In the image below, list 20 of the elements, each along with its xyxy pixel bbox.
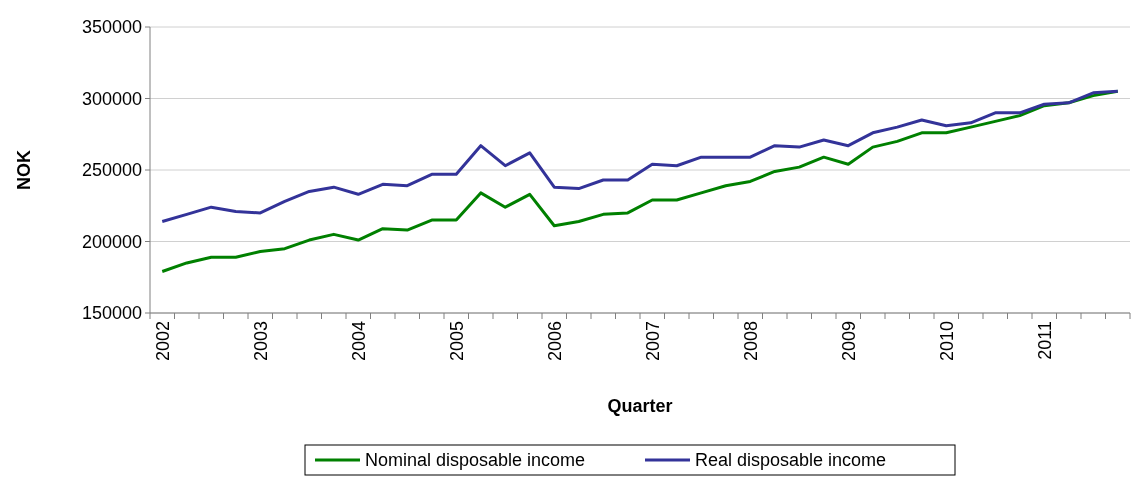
x-tick-label: 2003	[250, 321, 271, 362]
x-tick-label: 2002	[152, 321, 173, 362]
x-tick-label: 2006	[544, 321, 565, 362]
x-tick-label: 2009	[838, 321, 859, 362]
x-axis-title: Quarter	[607, 396, 673, 416]
y-tick-label: 300000	[81, 88, 142, 109]
x-tick-label: 2007	[642, 321, 663, 362]
x-tick-label: 2005	[446, 321, 467, 362]
y-tick-label: 150000	[81, 303, 142, 324]
y-tick-label: 200000	[81, 231, 142, 252]
line-series	[160, 89, 1120, 223]
x-tick-label: 2011	[1034, 321, 1055, 360]
legend-label: Nominal disposable income	[365, 450, 586, 471]
y-tick-label: 350000	[81, 17, 142, 38]
legend-label: Real disposable income	[695, 450, 887, 471]
x-tick-label: 2010	[936, 321, 957, 362]
x-tick-label: 2008	[740, 321, 761, 362]
y-tick-label: 250000	[81, 160, 142, 181]
y-axis-title: NOK	[14, 150, 34, 190]
x-tick-label: 2004	[348, 321, 369, 362]
